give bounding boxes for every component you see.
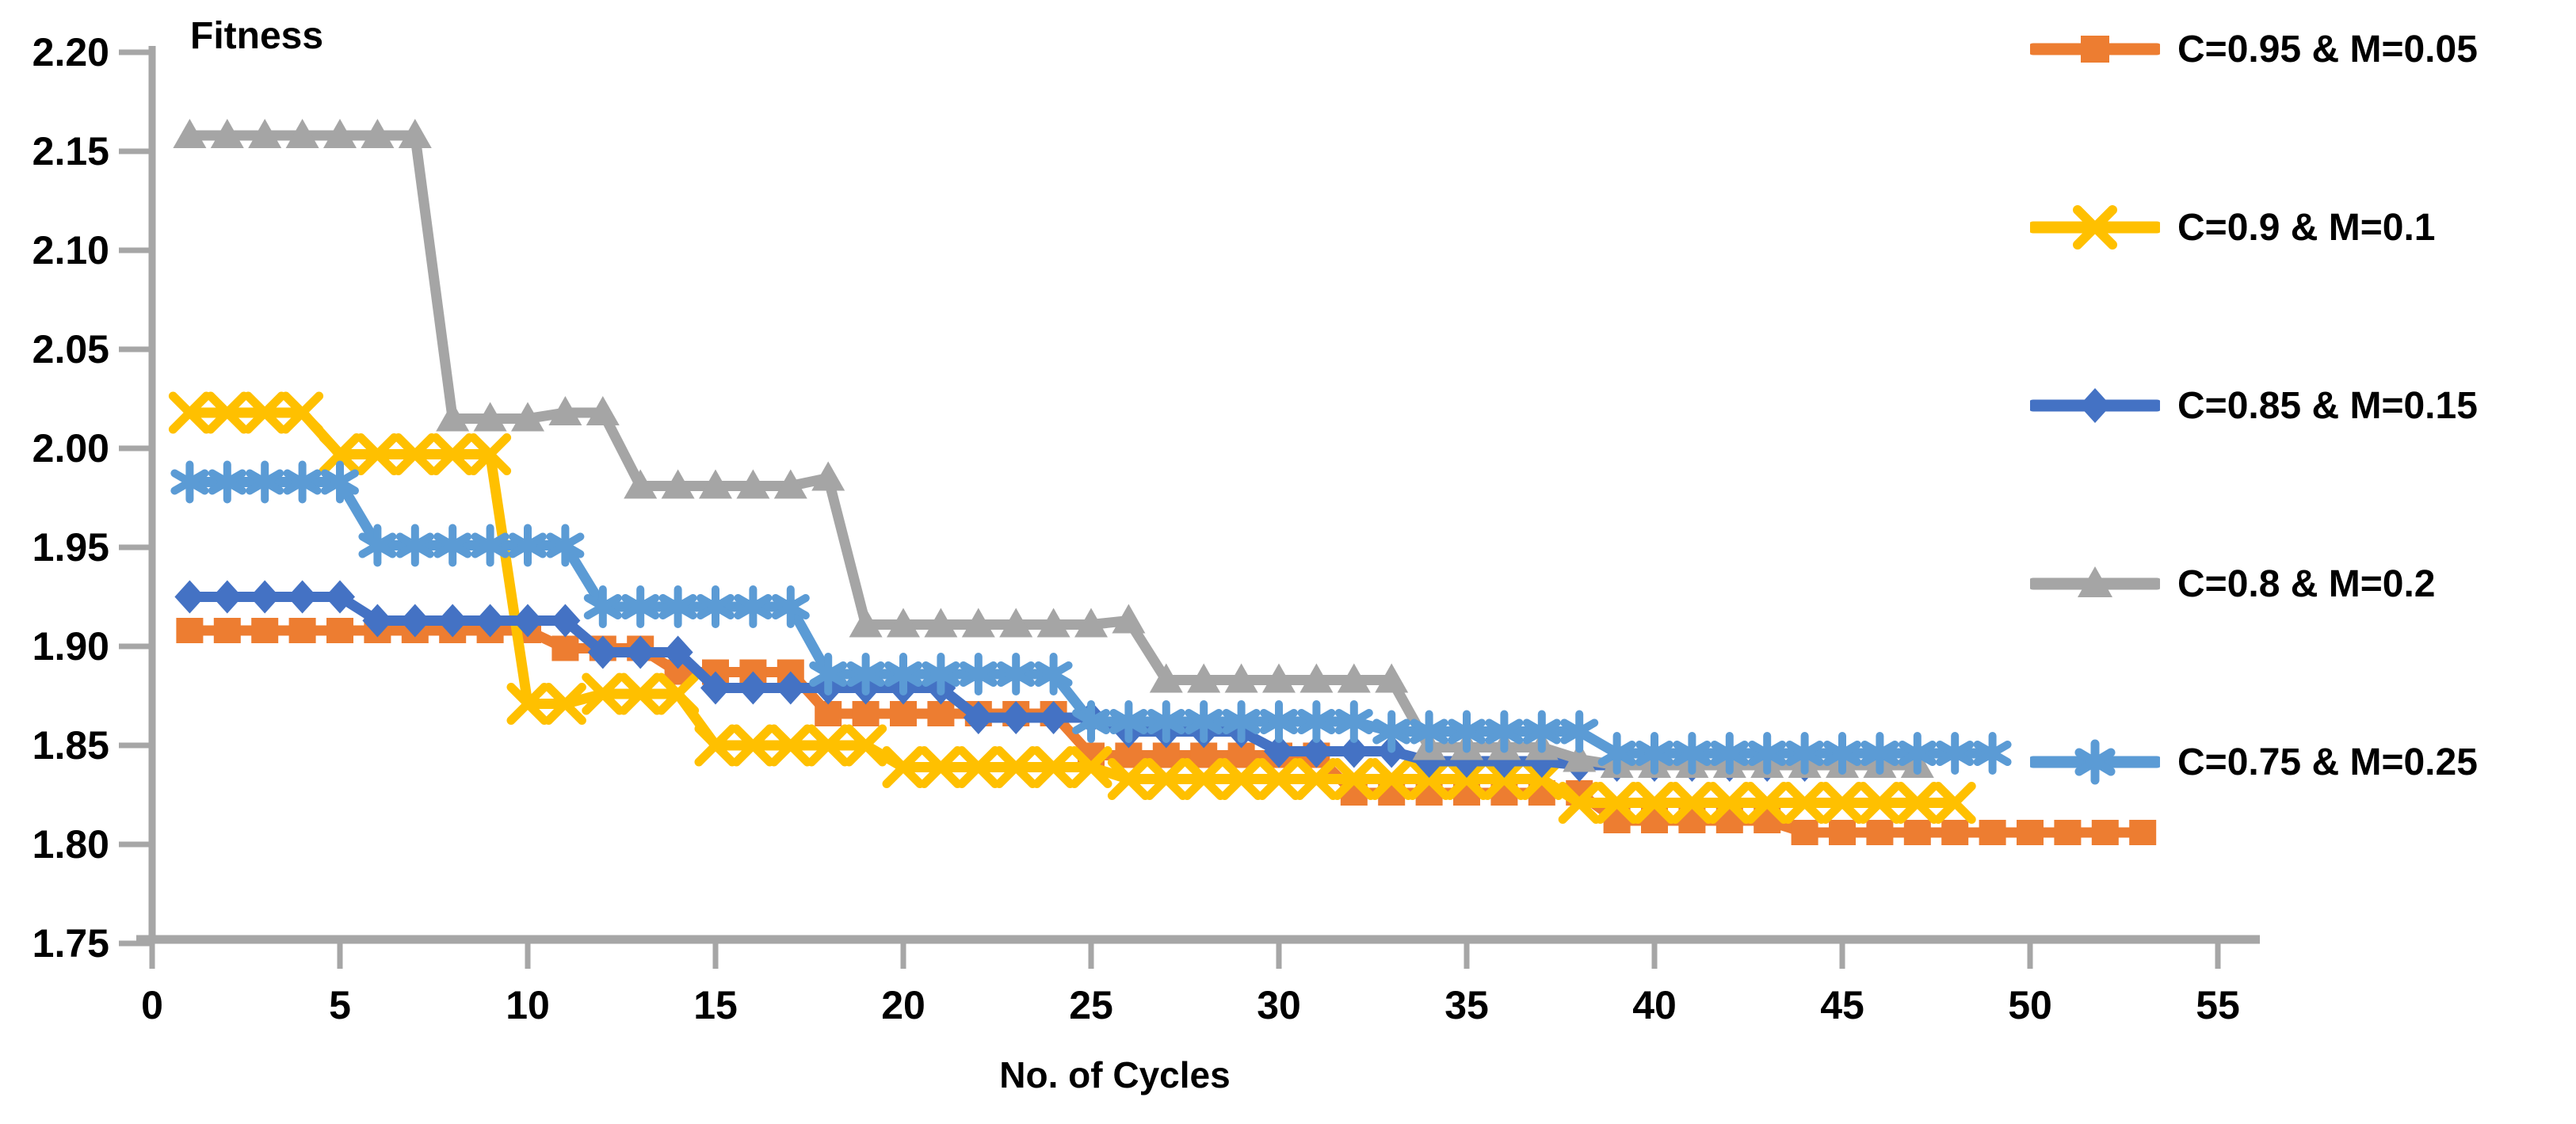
legend-label: C=0.75 & M=0.25 — [2177, 741, 2478, 783]
svg-text:2.05: 2.05 — [32, 327, 109, 371]
svg-text:2.15: 2.15 — [32, 129, 109, 173]
svg-text:35: 35 — [1444, 983, 1489, 1027]
series-x — [168, 391, 1976, 824]
svg-text:1.80: 1.80 — [32, 822, 109, 867]
legend-label: C=0.95 & M=0.05 — [2177, 28, 2478, 70]
svg-text:2.10: 2.10 — [32, 228, 109, 272]
svg-text:20: 20 — [881, 983, 925, 1027]
legend-label: C=0.8 & M=0.2 — [2177, 562, 2436, 605]
svg-text:1.75: 1.75 — [32, 921, 109, 966]
svg-text:30: 30 — [1257, 983, 1301, 1027]
chart-title: Fitness — [190, 15, 324, 57]
svg-text:1.90: 1.90 — [32, 624, 109, 669]
legend-label: C=0.85 & M=0.15 — [2177, 384, 2478, 427]
series-asterisk — [170, 460, 2012, 775]
legend-swatch-x-icon — [2030, 205, 2160, 250]
legend-item: C=0.85 & M=0.15 — [2030, 380, 2478, 431]
svg-text:50: 50 — [2008, 983, 2052, 1027]
svg-text:2.20: 2.20 — [32, 30, 109, 74]
svg-text:0: 0 — [141, 983, 163, 1027]
svg-text:15: 15 — [693, 983, 738, 1027]
x-axis-title: No. of Cycles — [999, 1054, 1231, 1095]
svg-text:5: 5 — [329, 983, 351, 1027]
legend-swatch-diamond-icon — [2030, 388, 2160, 423]
legend-swatch-square-icon — [2030, 36, 2160, 63]
svg-text:10: 10 — [506, 983, 550, 1027]
legend-item: C=0.95 & M=0.05 — [2030, 24, 2478, 74]
legend-swatch-triangle-icon — [2030, 566, 2160, 597]
svg-text:40: 40 — [1632, 983, 1677, 1027]
legend-swatch-asterisk-icon — [2030, 739, 2160, 785]
svg-text:45: 45 — [1820, 983, 1864, 1027]
svg-text:1.85: 1.85 — [32, 723, 109, 768]
legend-label: C=0.9 & M=0.1 — [2177, 206, 2436, 249]
legend-item: C=0.8 & M=0.2 — [2030, 558, 2436, 609]
svg-text:1.95: 1.95 — [32, 525, 109, 570]
svg-text:55: 55 — [2196, 983, 2240, 1027]
svg-text:2.00: 2.00 — [32, 426, 109, 471]
legend-item: C=0.9 & M=0.1 — [2030, 202, 2436, 253]
legend-item: C=0.75 & M=0.25 — [2030, 737, 2478, 787]
svg-text:25: 25 — [1069, 983, 1113, 1027]
